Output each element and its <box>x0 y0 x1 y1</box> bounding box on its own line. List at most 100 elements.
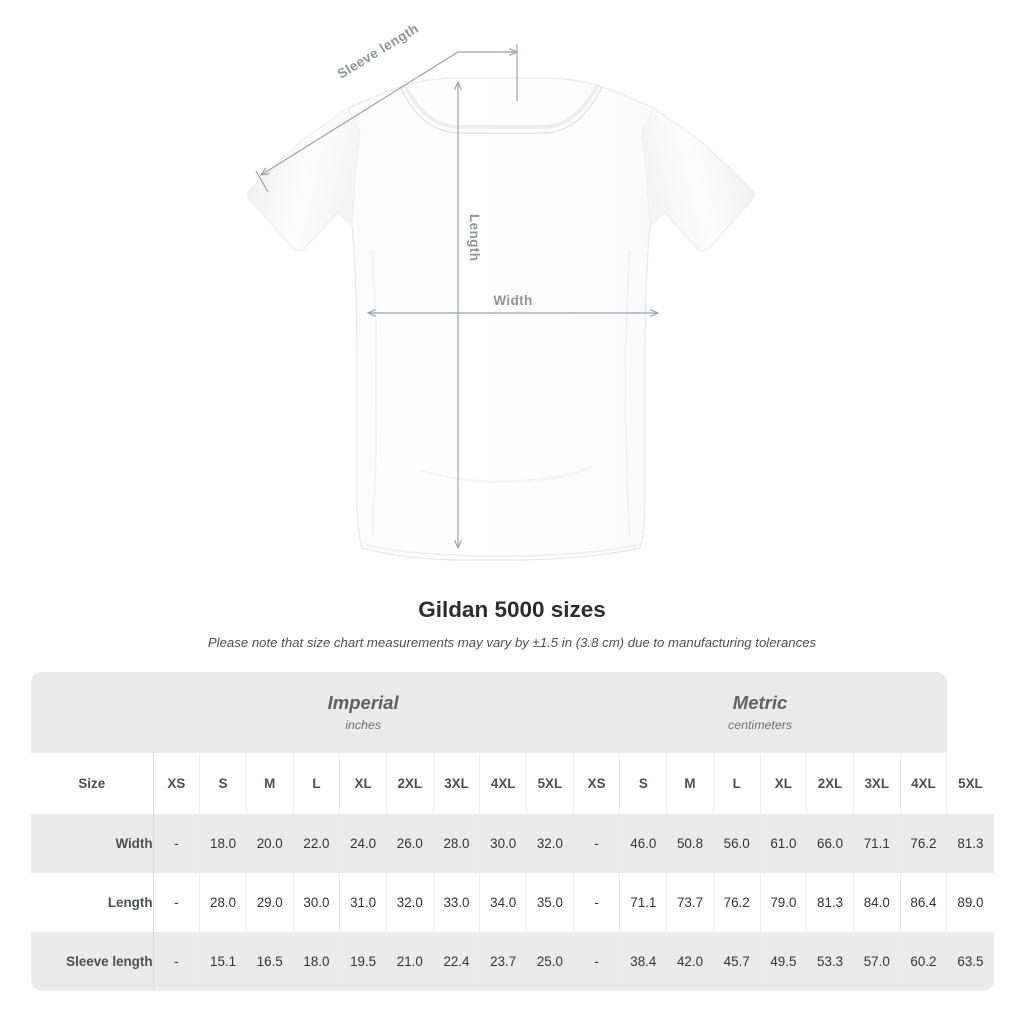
cell-sleeve-metric-xs: - <box>572 932 620 991</box>
cell-length-imperial-l: 30.0 <box>292 873 340 932</box>
size-header-metric-3xl: 3XL <box>852 753 901 814</box>
size-header-metric-xs: XS <box>572 753 620 814</box>
length-label: Length <box>467 214 482 261</box>
size-header-metric-s: S <box>619 753 667 814</box>
sleeve-length-label: Sleeve length <box>335 21 421 82</box>
cell-sleeve-imperial-l: 18.0 <box>292 932 340 991</box>
size-chart-table: Imperial inches Metric centimeters Size … <box>31 672 994 991</box>
cell-sleeve-metric-m: 42.0 <box>666 932 714 991</box>
table-row-width: Width - 18.0 20.0 22.0 24.0 26.0 28.0 30… <box>31 814 994 873</box>
cell-width-imperial-xl: 24.0 <box>339 814 387 873</box>
cell-width-imperial-3xl: 28.0 <box>432 814 480 873</box>
size-header-imperial-l: L <box>292 753 340 814</box>
cell-length-imperial-2xl: 32.0 <box>385 873 434 932</box>
size-header-metric-4xl: 4XL <box>899 753 947 814</box>
cell-sleeve-imperial-3xl: 22.4 <box>432 932 480 991</box>
size-header-metric-m: M <box>666 753 714 814</box>
unit-banner-row: Imperial inches Metric centimeters <box>31 672 994 753</box>
unit-group-metric-name: Metric <box>732 692 788 713</box>
cell-length-metric-5xl: 89.0 <box>946 873 994 932</box>
cell-width-metric-2xl: 66.0 <box>806 814 854 873</box>
unit-group-metric: Metric centimeters <box>573 672 947 753</box>
page-subtitle: Please note that size chart measurements… <box>207 635 817 650</box>
cell-width-imperial-s: 18.0 <box>199 814 247 873</box>
cell-length-imperial-3xl: 33.0 <box>432 873 480 932</box>
size-header-label: Size <box>31 753 153 814</box>
cell-sleeve-imperial-xs: - <box>152 932 200 991</box>
unit-group-imperial-sub: inches <box>345 718 382 732</box>
table-row-sleeve-length: Sleeve length - 15.1 16.5 18.0 19.5 21.0… <box>31 932 994 991</box>
cell-width-imperial-l: 22.0 <box>292 814 340 873</box>
size-header-imperial-m: M <box>245 753 294 814</box>
cell-sleeve-imperial-2xl: 21.0 <box>385 932 434 991</box>
cell-sleeve-metric-2xl: 53.3 <box>806 932 854 991</box>
unit-banner-spacer <box>31 672 153 753</box>
tshirt-right-sleeve <box>641 107 755 252</box>
cell-sleeve-metric-s: 38.4 <box>619 932 667 991</box>
size-header-metric-5xl: 5XL <box>946 753 994 814</box>
cell-width-metric-4xl: 76.2 <box>899 814 947 873</box>
cell-length-metric-xl: 79.0 <box>759 873 807 932</box>
size-header-imperial-xl: XL <box>339 753 387 814</box>
cell-length-imperial-m: 29.0 <box>245 873 294 932</box>
size-header-imperial-5xl: 5XL <box>526 753 574 814</box>
width-label: Width <box>493 293 532 308</box>
size-header-imperial-4xl: 4XL <box>479 753 527 814</box>
unit-group-metric-sub: centimeters <box>728 718 793 732</box>
cell-length-imperial-5xl: 35.0 <box>526 873 574 932</box>
cell-length-metric-m: 73.7 <box>666 873 714 932</box>
page-title: Gildan 5000 sizes <box>418 597 606 622</box>
size-header-metric-l: L <box>712 753 761 814</box>
size-header-row: Size XS S M L XL 2XL 3XL 4XL 5XL XS S M … <box>31 753 994 814</box>
row-label-width: Width <box>31 814 153 873</box>
cell-width-metric-s: 46.0 <box>619 814 667 873</box>
size-header-metric-xl: XL <box>759 753 807 814</box>
cell-width-metric-5xl: 81.3 <box>946 814 994 873</box>
cell-width-imperial-xs: - <box>152 814 200 873</box>
cell-sleeve-imperial-s: 15.1 <box>199 932 247 991</box>
cell-length-imperial-xs: - <box>152 873 200 932</box>
cell-length-metric-xs: - <box>572 873 620 932</box>
cell-sleeve-imperial-xl: 19.5 <box>339 932 387 991</box>
cell-length-imperial-s: 28.0 <box>199 873 247 932</box>
cell-width-imperial-4xl: 30.0 <box>479 814 527 873</box>
cell-sleeve-metric-4xl: 60.2 <box>899 932 947 991</box>
size-header-imperial-xs: XS <box>152 753 200 814</box>
cell-width-imperial-m: 20.0 <box>245 814 294 873</box>
row-label-length: Length <box>31 873 153 932</box>
cell-length-metric-s: 71.1 <box>619 873 667 932</box>
cell-sleeve-imperial-4xl: 23.7 <box>479 932 527 991</box>
cell-length-metric-3xl: 84.0 <box>852 873 901 932</box>
cell-width-imperial-5xl: 32.0 <box>526 814 574 873</box>
cell-sleeve-metric-5xl: 63.5 <box>946 932 994 991</box>
width-dimension: Width <box>368 293 658 313</box>
cell-length-imperial-xl: 31.0 <box>339 873 387 932</box>
tshirt-illustration: Sleeve length Length Width <box>247 21 755 561</box>
size-header-imperial-3xl: 3XL <box>432 753 480 814</box>
cell-sleeve-metric-l: 45.7 <box>712 932 761 991</box>
cell-sleeve-metric-xl: 49.5 <box>759 932 807 991</box>
cell-sleeve-metric-3xl: 57.0 <box>852 932 901 991</box>
cell-width-metric-xl: 61.0 <box>759 814 807 873</box>
cell-length-metric-4xl: 86.4 <box>899 873 947 932</box>
cell-length-imperial-4xl: 34.0 <box>479 873 527 932</box>
cell-sleeve-imperial-m: 16.5 <box>245 932 294 991</box>
cell-length-metric-l: 76.2 <box>712 873 761 932</box>
unit-group-imperial: Imperial inches <box>153 672 574 753</box>
size-header-imperial-2xl: 2XL <box>385 753 434 814</box>
unit-group-imperial-name: Imperial <box>327 692 399 713</box>
row-label-sleeve-length: Sleeve length <box>31 932 153 991</box>
title-block: Gildan 5000 sizes Please note that size … <box>0 596 1024 652</box>
tshirt-silhouette <box>247 77 755 561</box>
cell-width-metric-m: 50.8 <box>666 814 714 873</box>
size-header-metric-2xl: 2XL <box>806 753 854 814</box>
cell-width-imperial-2xl: 26.0 <box>385 814 434 873</box>
cell-sleeve-imperial-5xl: 25.0 <box>526 932 574 991</box>
tshirt-left-sleeve <box>247 107 361 252</box>
size-header-imperial-s: S <box>199 753 247 814</box>
table-row-length: Length - 28.0 29.0 30.0 31.0 32.0 33.0 3… <box>31 873 994 932</box>
cell-length-metric-2xl: 81.3 <box>806 873 854 932</box>
cell-width-metric-3xl: 71.1 <box>852 814 901 873</box>
cell-width-metric-xs: - <box>572 814 620 873</box>
cell-width-metric-l: 56.0 <box>712 814 761 873</box>
